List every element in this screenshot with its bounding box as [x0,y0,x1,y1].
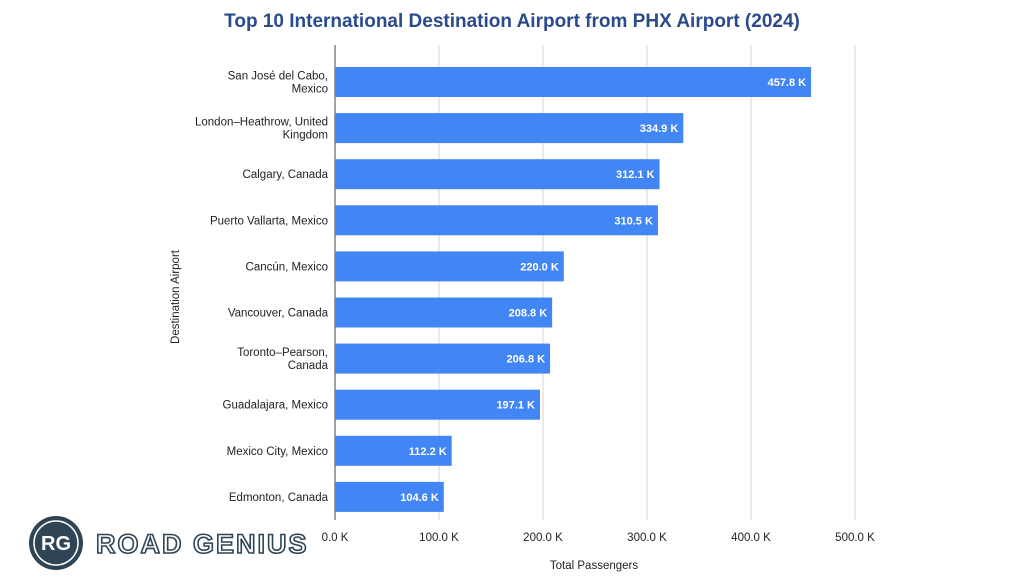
x-tick-label: 200.0 K [523,532,563,544]
data-label: 312.1 K [616,169,655,181]
bars: 457.8 K 334.9 K 312.1 K 310.5 K 220.0 K 208.8… [335,67,812,512]
category-label: Mexico City, Mexico [227,446,328,458]
bar [335,297,553,328]
bar [335,205,658,236]
x-tick-labels: 0.0 K 100.0 K 200.0 K 300.0 K 400.0 K 500.0 K [322,532,876,544]
logo-name: ROAD GENIUS [96,529,309,559]
bar [335,67,812,97]
data-label: 206.8 K [507,354,546,366]
x-tick-label: 0.0 K [322,532,349,544]
x-tick-label: 300.0 K [627,532,667,544]
data-label: 457.8 K [768,77,807,89]
category-label: London–Heathrow, United Kingdom [195,117,328,142]
y-axis-title: Destination Airport [170,249,182,344]
bar [335,113,684,144]
chart-title: Top 10 International Destination Airport… [224,11,800,32]
x-axis-title: Total Passengers [550,560,638,572]
category-label: San José del Cabo, Mexico [228,71,328,96]
bar [335,159,660,190]
x-tick-label: 100.0 K [419,532,459,544]
data-label: 220.0 K [520,261,559,273]
data-label: 104.6 K [400,492,439,504]
category-label: Toronto–Pearson, Canada [237,347,328,372]
road-genius-logo: RG ROAD GENIUS [29,516,309,570]
data-label: 197.1 K [496,400,535,412]
data-label: 112.2 K [409,446,447,458]
category-label: Edmonton, Canada [229,492,329,504]
category-labels: San José del Cabo, Mexico London–Heathrow,… [195,71,329,504]
category-label: Puerto Vallarta, Mexico [210,215,328,227]
bar [335,481,444,512]
category-label: Guadalajara, Mexico [223,400,328,412]
logo-badge-ring [33,520,79,566]
logo-monogram: RG [41,533,71,555]
data-label: 334.9 K [640,123,679,135]
bar [335,389,540,420]
bar [335,251,564,282]
data-label: 310.5 K [614,215,653,227]
x-tick-label: 500.0 K [835,532,875,544]
category-label: Vancouver, Canada [228,308,329,320]
bar [335,343,551,374]
bar [335,435,452,466]
x-tick-label: 400.0 K [731,532,771,544]
logo-badge-icon [29,516,83,570]
data-label: 208.8 K [509,308,548,320]
category-label: Calgary, Canada [243,169,329,181]
category-label: Cancún, Mexico [246,261,328,273]
